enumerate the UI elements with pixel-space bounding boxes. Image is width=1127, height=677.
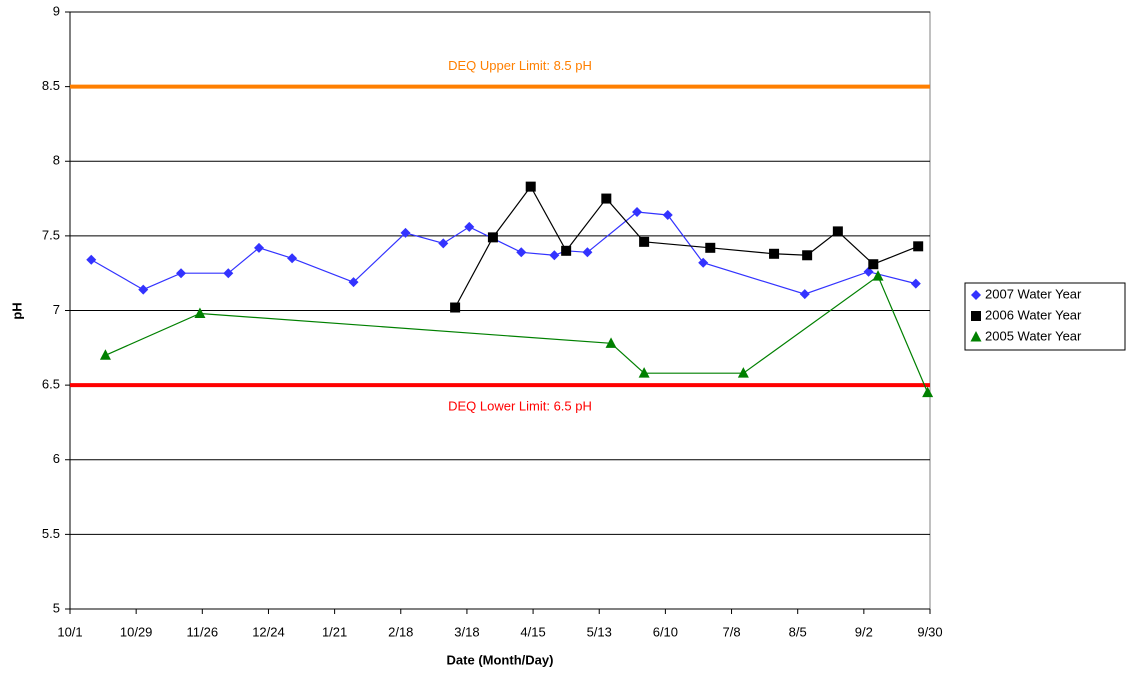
y-tick-label: 8 <box>53 153 60 168</box>
legend-marker <box>970 331 982 342</box>
x-tick-label: 10/1 <box>57 624 82 639</box>
marker <box>549 250 560 261</box>
x-tick-label: 11/26 <box>187 624 219 639</box>
marker <box>769 248 780 259</box>
x-tick-label: 2/18 <box>388 624 413 639</box>
marker <box>464 221 475 232</box>
y-tick-label: 6 <box>53 451 60 466</box>
marker <box>86 254 97 265</box>
marker <box>287 253 298 264</box>
y-tick-label: 7.5 <box>42 227 60 242</box>
x-tick-label: 1/21 <box>322 624 347 639</box>
marker <box>561 245 572 256</box>
x-tick-label: 7/8 <box>722 624 740 639</box>
y-tick-label: 8.5 <box>42 78 60 93</box>
marker <box>698 257 709 268</box>
x-tick-label: 10/29 <box>120 624 153 639</box>
marker <box>910 278 921 289</box>
legend-box <box>964 282 1126 351</box>
marker <box>639 236 650 247</box>
marker <box>516 247 527 258</box>
marker <box>872 270 884 281</box>
x-tick-label: 4/15 <box>520 624 545 639</box>
x-tick-label: 9/30 <box>917 624 942 639</box>
x-axis-title: Date (Month/Day) <box>447 652 554 667</box>
marker <box>705 242 716 253</box>
marker <box>922 386 934 398</box>
marker <box>605 337 617 348</box>
legend-marker <box>971 290 981 300</box>
marker <box>99 349 111 360</box>
marker <box>138 284 149 295</box>
legend-marker <box>971 311 981 321</box>
marker <box>348 277 359 288</box>
marker <box>868 259 879 270</box>
y-tick-label: 5 <box>53 600 60 615</box>
marker <box>638 367 650 378</box>
x-tick-label: 9/2 <box>855 624 873 639</box>
marker <box>438 238 449 249</box>
x-tick-label: 6/10 <box>653 624 678 639</box>
marker <box>400 227 411 238</box>
marker <box>802 250 813 261</box>
marker <box>194 307 206 318</box>
marker <box>601 193 612 204</box>
marker <box>832 226 843 237</box>
marker <box>913 241 924 252</box>
y-tick-label: 9 <box>53 3 60 18</box>
marker <box>525 181 536 192</box>
marker <box>487 232 498 243</box>
legend-label: 2005 Water Year <box>985 328 1082 343</box>
marker <box>582 247 593 258</box>
marker <box>799 289 810 300</box>
marker <box>632 206 643 217</box>
legend-label: 2006 Water Year <box>985 307 1082 322</box>
marker <box>450 302 461 313</box>
legend-label: 2007 Water Year <box>985 286 1082 301</box>
marker <box>662 209 673 220</box>
y-tick-label: 5.5 <box>42 526 60 541</box>
marker <box>176 268 187 279</box>
marker <box>737 367 749 378</box>
y-axis-title: pH <box>9 302 24 319</box>
x-tick-label: 8/5 <box>789 624 807 639</box>
x-tick-label: 12/24 <box>252 624 285 639</box>
y-tick-label: 6.5 <box>42 377 60 392</box>
marker <box>223 268 234 279</box>
x-tick-label: 5/13 <box>587 624 612 639</box>
series-line <box>454 185 919 308</box>
reference-label: DEQ Upper Limit: 8.5 pH <box>448 58 592 73</box>
marker <box>254 242 265 253</box>
y-tick-label: 7 <box>53 302 60 317</box>
x-tick-label: 3/18 <box>454 624 479 639</box>
reference-label: DEQ Lower Limit: 6.5 pH <box>448 399 592 414</box>
